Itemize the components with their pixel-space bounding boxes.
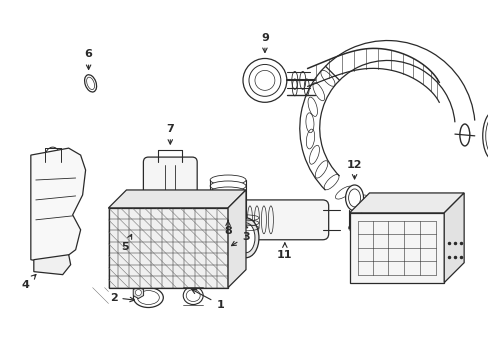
Polygon shape [108,208,227,288]
Ellipse shape [210,205,245,215]
Ellipse shape [45,147,61,169]
Text: 11: 11 [277,243,292,260]
Text: 10: 10 [0,359,1,360]
Ellipse shape [210,199,245,209]
Text: 7: 7 [166,124,174,144]
Text: 12: 12 [346,160,362,179]
Ellipse shape [133,288,163,307]
Ellipse shape [237,223,254,253]
Text: 6: 6 [84,49,92,69]
Polygon shape [443,193,463,283]
Circle shape [243,58,286,102]
Polygon shape [227,190,245,288]
FancyBboxPatch shape [241,200,328,240]
Text: 4: 4 [22,274,36,289]
Polygon shape [108,190,245,208]
Polygon shape [34,255,71,275]
Ellipse shape [84,75,97,92]
Ellipse shape [210,181,245,191]
Text: 5: 5 [122,234,131,252]
Text: 3: 3 [231,232,249,246]
Text: 9: 9 [261,32,268,53]
Text: 2: 2 [109,293,134,302]
Text: 8: 8 [224,220,231,236]
Text: 1: 1 [191,289,224,310]
Polygon shape [31,148,85,265]
Polygon shape [349,193,463,213]
Ellipse shape [210,175,245,185]
Polygon shape [108,208,247,228]
Polygon shape [349,213,443,283]
FancyBboxPatch shape [143,157,197,223]
Ellipse shape [183,287,203,305]
Ellipse shape [210,187,245,197]
Circle shape [129,218,137,226]
Ellipse shape [210,193,245,203]
Ellipse shape [233,218,259,258]
Ellipse shape [345,185,363,211]
Ellipse shape [210,211,245,221]
Circle shape [135,289,141,296]
Ellipse shape [482,111,488,161]
